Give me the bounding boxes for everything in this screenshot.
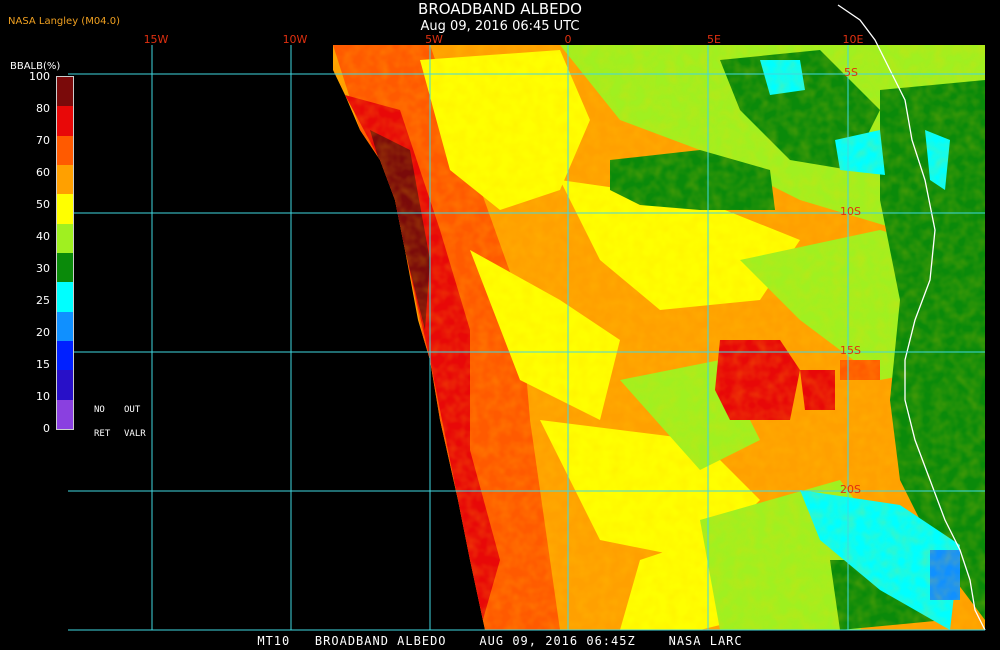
map-timestamp: Aug 09, 2016 06:45 UTC	[420, 19, 580, 34]
graticule	[68, 45, 985, 631]
colorbar-segment	[57, 311, 73, 342]
colorbar-segment	[57, 194, 73, 225]
colorbar-tick-label: 50	[36, 198, 50, 211]
colorbar-tick-label: 60	[36, 166, 50, 179]
colorbar-tick-label: 80	[36, 102, 50, 115]
colorbar-tick-label: 25	[36, 294, 50, 307]
colorbar-segment	[57, 253, 73, 283]
colorbar-segment	[57, 223, 73, 254]
colorbar-segment	[57, 77, 73, 107]
colorbar-segment	[57, 135, 73, 166]
credit-label: NASA Langley (M04.0)	[8, 16, 120, 27]
lon-label-15w: 15W	[143, 33, 169, 46]
lat-label-5s: 5S	[844, 66, 858, 79]
colorbar-tick-label: 20	[36, 326, 50, 339]
colorbar-tick-label: 70	[36, 134, 50, 147]
legend-ret: RET	[94, 429, 111, 439]
colorbar-segment	[57, 106, 73, 137]
colorbar	[56, 76, 74, 430]
footer-caption: MT10 BROADBAND ALBEDO AUG 09, 2016 06:45…	[257, 634, 743, 648]
legend-out: OUT	[124, 405, 141, 415]
map-title: BROADBAND ALBEDO	[418, 0, 582, 18]
colorbar-segment	[57, 341, 73, 371]
lon-label-0: 0	[564, 33, 572, 46]
colorbar-tick-label: 0	[43, 422, 50, 435]
albedo-field	[333, 45, 985, 630]
colorbar-segment	[57, 370, 73, 401]
colorbar-tick-label: 30	[36, 262, 50, 275]
lat-label-10s: 10S	[840, 205, 861, 218]
lon-label-5w: 5W	[425, 33, 443, 46]
lon-label-10w: 10W	[282, 33, 308, 46]
colorbar-segment	[57, 282, 73, 313]
colorbar-tick-label: 100	[29, 70, 50, 83]
lat-label-20s: 20S	[840, 483, 861, 496]
colorbar-segment	[57, 165, 73, 195]
colorbar-segment	[57, 399, 73, 430]
colorbar-title: BBALB(%)	[10, 61, 61, 72]
legend-no: NO	[94, 405, 105, 415]
lat-label-15s: 15S	[840, 344, 861, 357]
lon-label-5e: 5E	[707, 33, 721, 46]
coastline	[837, 4, 986, 631]
colorbar-tick-label: 10	[36, 390, 50, 403]
colorbar-tick-label: 15	[36, 358, 50, 371]
colorbar-tick-label: 40	[36, 230, 50, 243]
legend-valr: VALR	[124, 429, 146, 439]
lon-label-10e: 10E	[842, 33, 864, 46]
